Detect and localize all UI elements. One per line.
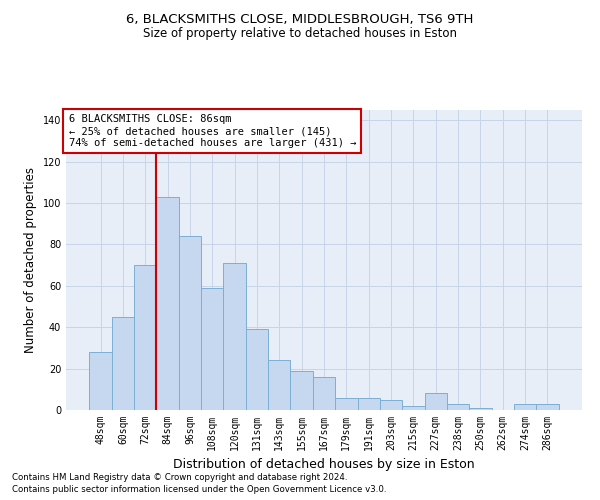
Bar [201,288,223,410]
Text: Contains HM Land Registry data © Crown copyright and database right 2024.: Contains HM Land Registry data © Crown c… [12,472,347,482]
Bar [402,406,425,410]
Bar [157,197,179,410]
Bar [313,377,335,410]
Bar [112,317,134,410]
Text: Size of property relative to detached houses in Eston: Size of property relative to detached ho… [143,28,457,40]
Bar [536,404,559,410]
Bar [469,408,491,410]
Text: Contains public sector information licensed under the Open Government Licence v3: Contains public sector information licen… [12,485,386,494]
Bar [447,404,469,410]
Bar [380,400,402,410]
Bar [223,263,246,410]
Bar [290,370,313,410]
Bar [89,352,112,410]
Text: 6, BLACKSMITHS CLOSE, MIDDLESBROUGH, TS6 9TH: 6, BLACKSMITHS CLOSE, MIDDLESBROUGH, TS6… [127,12,473,26]
Bar [425,394,447,410]
Bar [246,330,268,410]
Y-axis label: Number of detached properties: Number of detached properties [24,167,37,353]
Bar [268,360,290,410]
X-axis label: Distribution of detached houses by size in Eston: Distribution of detached houses by size … [173,458,475,471]
Bar [335,398,358,410]
Bar [134,265,157,410]
Bar [179,236,201,410]
Bar [514,404,536,410]
Bar [358,398,380,410]
Text: 6 BLACKSMITHS CLOSE: 86sqm
← 25% of detached houses are smaller (145)
74% of sem: 6 BLACKSMITHS CLOSE: 86sqm ← 25% of deta… [68,114,356,148]
